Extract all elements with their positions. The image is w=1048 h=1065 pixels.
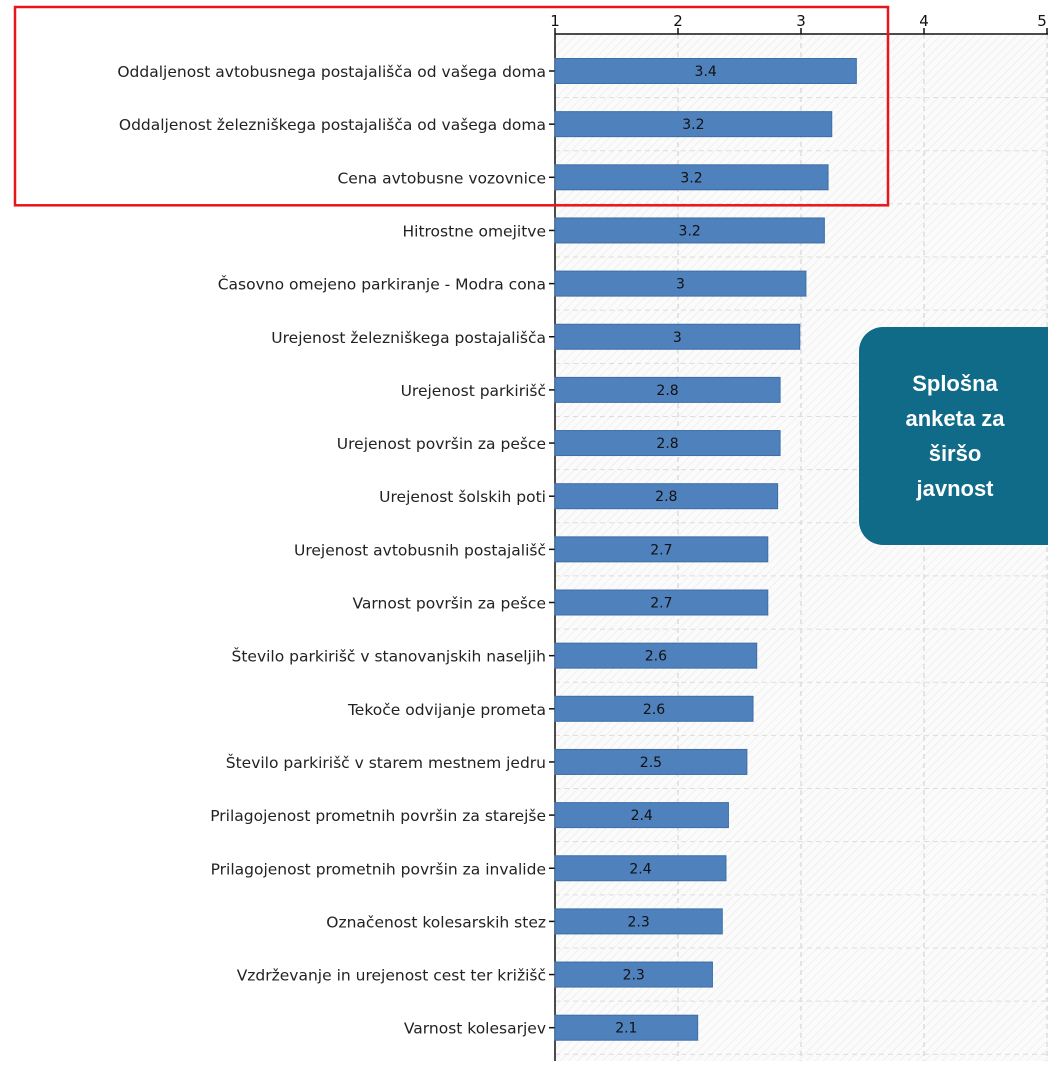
category-label: Časovno omejeno parkiranje - Modra cona xyxy=(218,275,546,294)
bar-value-label: 2.3 xyxy=(623,968,645,984)
x-tick-label: 2 xyxy=(673,12,683,30)
x-tick-label: 5 xyxy=(1037,12,1047,30)
category-label: Varnost površin za pešce xyxy=(353,595,546,613)
category-label: Urejenost parkirišč xyxy=(401,382,546,400)
bar-value-label: 3.2 xyxy=(679,223,701,239)
category-label: Urejenost avtobusnih postajališč xyxy=(294,541,546,559)
bar-value-label: 2.8 xyxy=(655,489,677,505)
bar-value-label: 3 xyxy=(673,330,682,346)
category-label: Tekoče odvijanje prometa xyxy=(347,701,546,719)
survey-callout-text: Splošna anketa za širšo javnost xyxy=(905,371,1005,501)
bar xyxy=(554,748,748,775)
bar xyxy=(554,855,727,882)
category-label: Število parkirišč v starem mestnem jedru xyxy=(226,753,546,772)
bar-value-label: 3.2 xyxy=(680,170,702,186)
category-label: Urejenost šolskih poti xyxy=(379,488,546,506)
bar-value-label: 2.6 xyxy=(645,649,667,665)
bar-value-label: 3.4 xyxy=(695,64,717,80)
category-label: Oddaljenost avtobusnega postajališča od … xyxy=(117,63,546,81)
bar xyxy=(554,908,723,935)
category-label: Označenost kolesarskih stez xyxy=(326,913,546,931)
bar xyxy=(554,589,769,616)
bar-value-label: 2.8 xyxy=(656,383,678,399)
bar-value-label: 2.1 xyxy=(615,1021,637,1037)
bar-value-label: 2.3 xyxy=(628,914,650,930)
bar xyxy=(554,695,754,722)
survey-callout-box: Splošna anketa za širšo javnost xyxy=(859,327,1048,545)
category-label: Urejenost površin za pešce xyxy=(337,435,546,453)
bar xyxy=(554,164,829,191)
category-label: Število parkirišč v stanovanjskih naselj… xyxy=(232,647,547,666)
x-tick-label: 3 xyxy=(796,12,806,30)
bar xyxy=(554,483,779,510)
bar xyxy=(554,802,729,829)
bar xyxy=(554,376,781,403)
bar xyxy=(554,270,807,297)
bar-value-label: 2.8 xyxy=(656,436,678,452)
bar-value-label: 2.4 xyxy=(631,808,653,824)
bar-value-label: 2.5 xyxy=(640,755,662,771)
bar-value-label: 2.7 xyxy=(650,596,672,612)
bar xyxy=(554,961,713,988)
bar xyxy=(554,323,801,350)
category-label: Vzdrževanje in urejenost cest ter križiš… xyxy=(237,967,546,985)
category-label: Oddaljenost železniškega postajališča od… xyxy=(119,116,546,134)
bar xyxy=(554,1014,699,1041)
x-tick-label: 1 xyxy=(550,12,560,30)
bar xyxy=(554,58,857,84)
bar xyxy=(554,642,758,669)
category-label: Varnost kolesarjev xyxy=(404,1020,546,1038)
x-tick-label: 4 xyxy=(919,12,929,30)
bar-value-label: 2.7 xyxy=(650,542,672,558)
bar-value-label: 3 xyxy=(676,277,685,293)
bar-value-label: 2.4 xyxy=(629,861,651,877)
category-label: Prilagojenost prometnih površin za stare… xyxy=(210,807,546,825)
highlight-box xyxy=(13,5,890,207)
bar-value-label: 3.2 xyxy=(682,117,704,133)
category-label: Urejenost železniškega postajališča xyxy=(271,329,546,347)
bar-value-label: 2.6 xyxy=(643,702,665,718)
category-label: Hitrostne omejitve xyxy=(402,222,546,240)
bar xyxy=(554,536,769,563)
category-label: Cena avtobusne vozovnice xyxy=(337,169,546,187)
bar xyxy=(554,111,833,138)
bar xyxy=(554,217,825,244)
bar xyxy=(554,430,781,457)
category-label: Prilagojenost prometnih površin za inval… xyxy=(211,860,546,878)
